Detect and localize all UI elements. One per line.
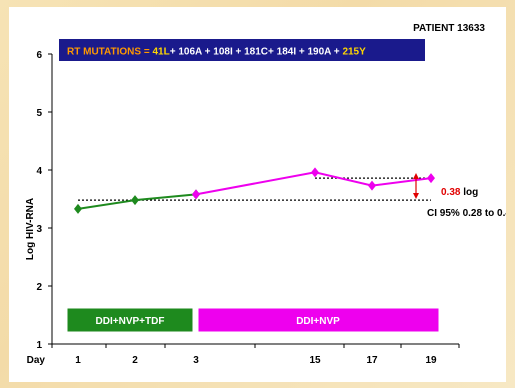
chart-panel: PATIENT 13633 RT MUTATIONS = 41L+ 106A +… <box>9 7 506 382</box>
treatment-box-ddi-nvp-tdf <box>66 307 194 333</box>
x-tick-label: 19 <box>425 355 437 366</box>
log-annotation: 0.38 log <box>441 187 478 198</box>
x-tick-label: 15 <box>309 355 321 366</box>
chart: PATIENT 13633 RT MUTATIONS = 41L+ 106A +… <box>25 23 506 366</box>
y-ticks: 1 2 3 4 5 6 <box>36 50 52 351</box>
y-tick-label: 2 <box>36 282 42 293</box>
mutation-215Y: 215Y <box>342 47 366 58</box>
y-tick-label: 4 <box>36 166 42 177</box>
x-axis-label: Day <box>27 355 46 366</box>
y-tick-label: 5 <box>36 108 42 119</box>
series-line <box>195 171 432 196</box>
x-tick-label: 1 <box>75 355 81 366</box>
x-ticks: 1 2 3 15 17 19 <box>51 344 460 366</box>
data-point <box>192 189 200 200</box>
confidence-interval: CI 95% 0.28 to 0.48 <box>427 208 506 219</box>
log-difference-value: 0.38 <box>441 187 461 198</box>
x-tick-label: 3 <box>193 355 199 366</box>
x-tick-label: 17 <box>366 355 378 366</box>
treatment-box-ddi-nvp <box>197 307 440 333</box>
y-tick-label: 6 <box>36 50 42 61</box>
y-axis-label: Log HIV-RNA <box>25 198 36 260</box>
data-point <box>427 173 435 184</box>
mutations-middle: + 106A + 108I + 181C+ 184I + 190A + <box>170 47 343 58</box>
data-series <box>74 167 435 214</box>
reference-lines <box>78 177 431 201</box>
data-point <box>131 195 139 206</box>
log-unit: log <box>460 187 478 198</box>
y-tick-label: 1 <box>36 340 42 351</box>
data-point <box>74 203 82 214</box>
mutations-box <box>59 39 425 61</box>
x-tick-label: 2 <box>132 355 138 366</box>
mutation-41L: 41L <box>152 47 169 58</box>
mutations-prefix: RT MUTATIONS = <box>67 47 152 58</box>
mutations-text: RT MUTATIONS = 41L+ 106A + 108I + 181C+ … <box>67 47 366 58</box>
y-tick-label: 3 <box>36 224 42 235</box>
treatment-label-ddi-nvp: DDI+NVP <box>296 316 340 327</box>
data-point <box>368 180 376 191</box>
data-point <box>311 167 319 178</box>
difference-arrow <box>413 173 419 199</box>
patient-label: PATIENT 13633 <box>413 23 485 34</box>
treatment-label-ddi-nvp-tdf: DDI+NVP+TDF <box>96 316 165 327</box>
